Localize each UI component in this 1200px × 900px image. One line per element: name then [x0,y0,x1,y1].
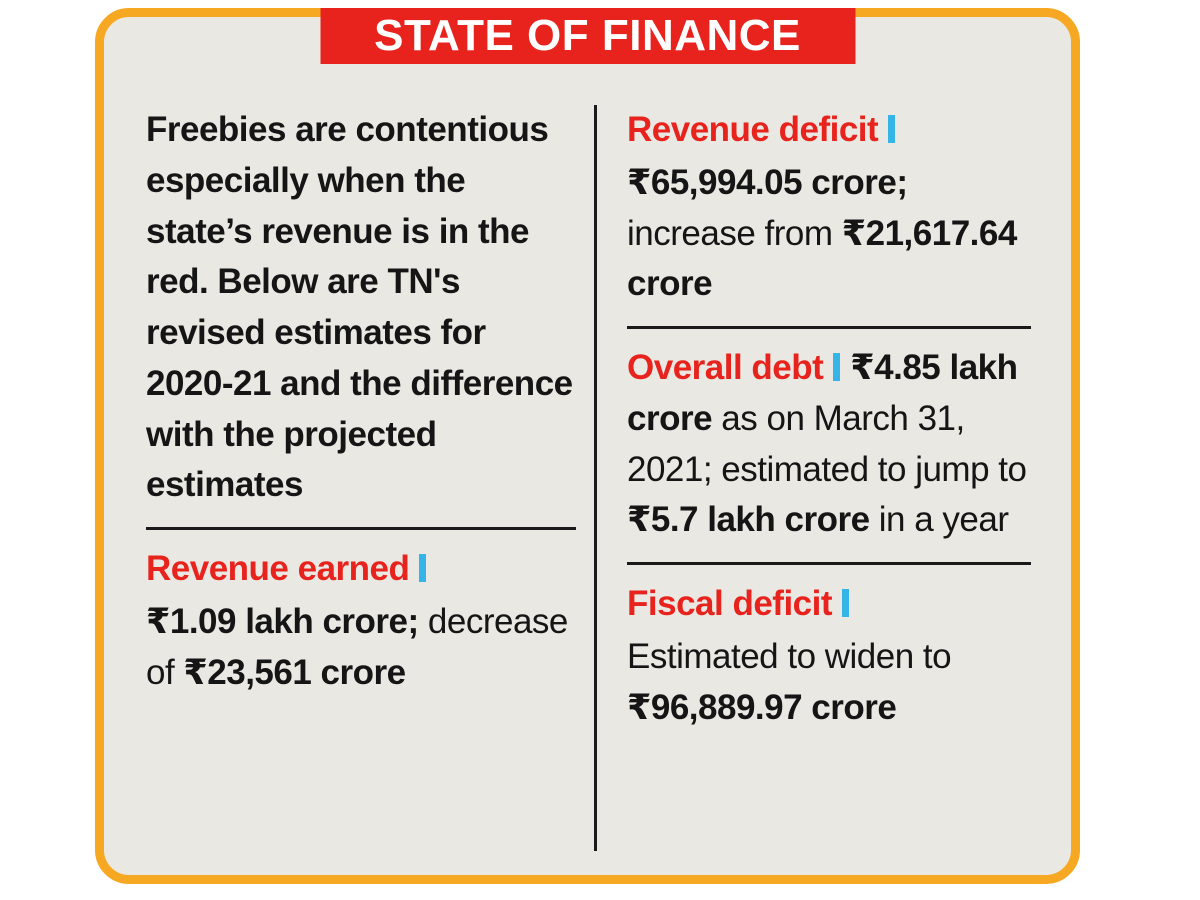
blue-bar-icon [842,589,850,617]
blue-bar-icon [833,353,841,381]
section-fiscal-deficit: Fiscal deficit Estimated to widen to ₹96… [627,579,1031,733]
horizontal-divider [627,562,1031,565]
section-heading-line: Revenue earned [146,544,576,595]
banner-title: STATE OF FINANCE [374,11,801,60]
blue-bar-icon [419,554,427,582]
text-segment: decrease of [146,601,568,692]
section-heading: Revenue deficit [627,110,879,149]
text-segment: ₹96,889.97 crore [627,687,897,727]
section-heading: Overall debt [627,348,824,387]
state-of-finance-card: STATE OF FINANCE Freebies are contentiou… [95,8,1080,884]
column-divider [594,105,597,851]
section-body: Overall debt ₹4.85 lakh crore as on March… [627,343,1031,546]
text-segment: ₹4.85 lakh crore [627,348,1018,438]
horizontal-divider [627,326,1031,329]
text-segment: as on March 31, 2021; estimated to jump … [627,398,1027,489]
text-segment: ₹1.09 lakh crore; [146,601,419,641]
section-body-segments: ₹4.85 lakh crore as on March 31, 2021; e… [627,348,1027,540]
text-segment: ₹21,617.64 crore [627,213,1017,304]
text-segment: increase from [627,213,842,253]
text-segment: ₹5.7 lakh crore [627,500,870,540]
section-revenue-deficit: Revenue deficit ₹65,994.05 crore; increa… [627,105,1031,310]
section-overall-debt: Overall debt ₹4.85 lakh crore as on March… [627,343,1031,546]
right-column: Revenue deficit ₹65,994.05 crore; increa… [597,99,1031,857]
section-heading: Fiscal deficit [627,584,833,623]
section-heading-line: Revenue deficit [627,105,1031,156]
section-body: Estimated to widen to ₹96,889.97 crore [627,632,1031,734]
section-heading-line: Fiscal deficit [627,579,1031,630]
banner: STATE OF FINANCE [320,8,855,64]
text-segment: in a year [869,500,1009,540]
section-body: ₹1.09 lakh crore; decrease of ₹23,561 cr… [146,597,576,699]
section-revenue-earned: Revenue earned ₹1.09 lakh crore; decreas… [146,544,576,698]
blue-bar-icon [888,115,896,143]
text-segment: ₹23,561 crore [183,652,406,692]
section-body: ₹65,994.05 crore; increase from ₹21,617.… [627,158,1031,310]
text-segment: Estimated to widen to [627,636,952,676]
left-column: Freebies are contentious especially when… [146,99,594,857]
section-heading: Revenue earned [146,549,410,588]
content-columns: Freebies are contentious especially when… [146,99,1031,857]
horizontal-divider [146,527,576,530]
text-segment: ₹65,994.05 crore; [627,162,908,202]
intro-text: Freebies are contentious especially when… [146,110,573,505]
